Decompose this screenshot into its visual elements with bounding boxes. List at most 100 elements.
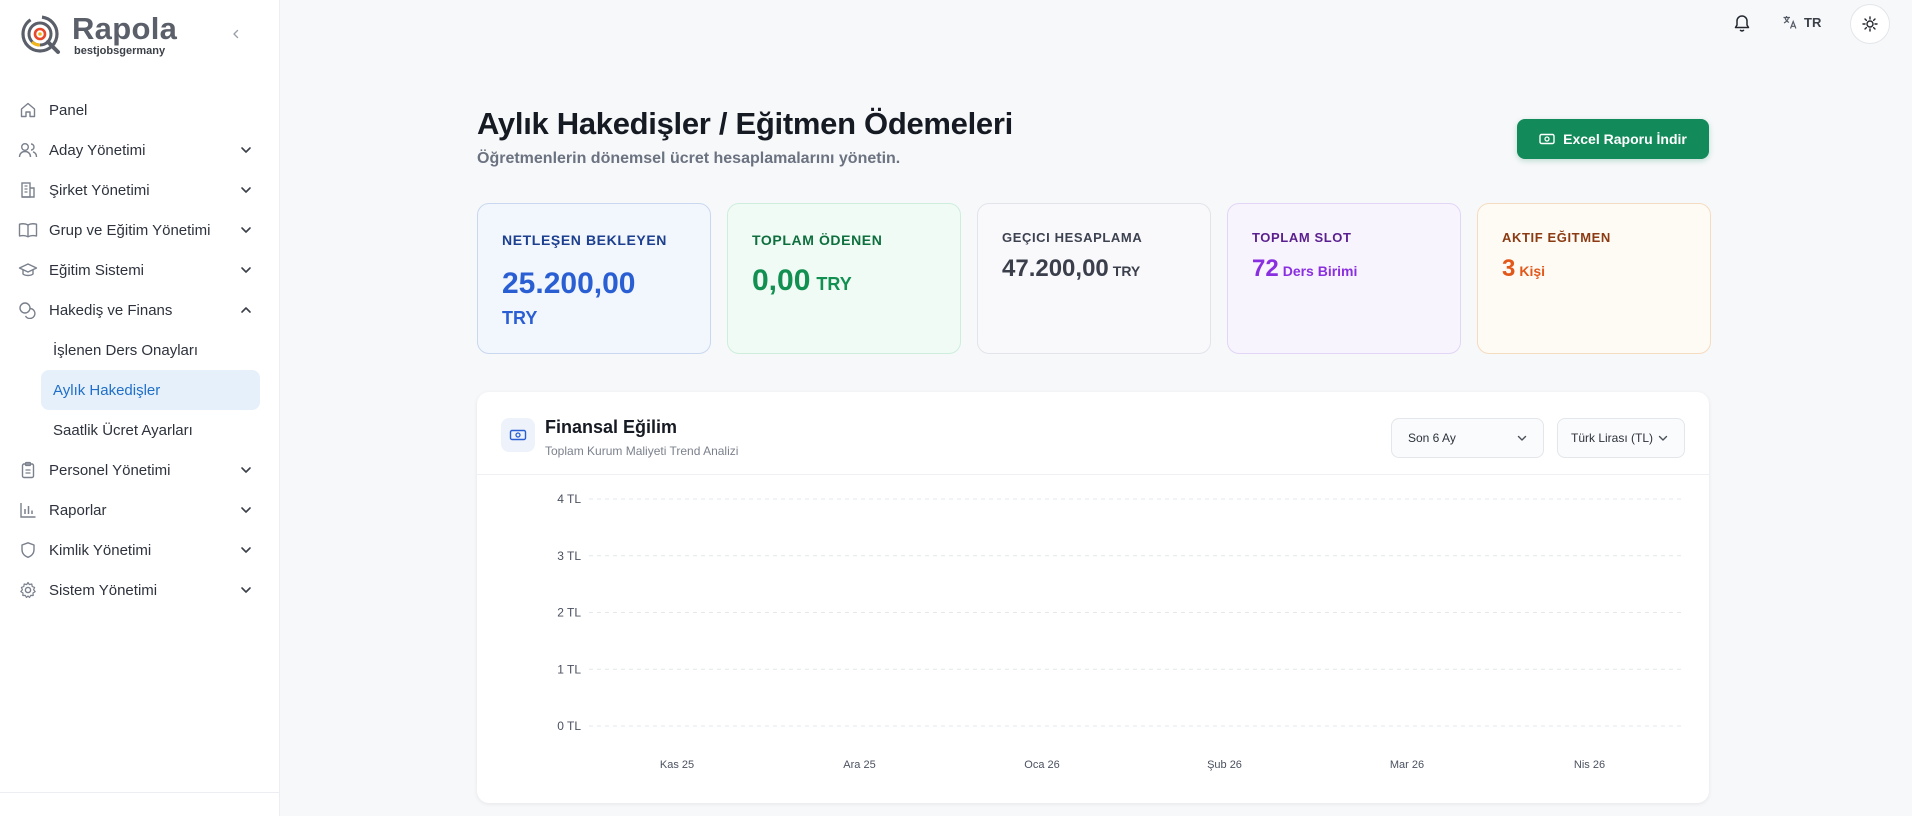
sun-icon — [1862, 16, 1878, 32]
stat-label: TOPLAM ÖDENEN — [752, 232, 883, 248]
sidebar-subitem-saatlik-ucret[interactable]: Saatlik Ücret Ayarları — [53, 421, 193, 439]
stat-unit: TRY — [502, 308, 538, 328]
stat-label: NETLEŞEN BEKLEYEN — [502, 232, 667, 248]
clipboard-icon — [18, 460, 38, 480]
sidebar-item-label: Hakediş ve Finans — [49, 301, 173, 319]
brand-name: Rapola — [72, 11, 178, 46]
sidebar-item-label: Personel Yönetimi — [49, 461, 171, 479]
chevron-down-icon — [241, 587, 251, 593]
chevron-up-icon — [241, 307, 251, 313]
shield-icon — [18, 540, 38, 560]
sidebar-item-panel[interactable]: Panel — [0, 90, 280, 130]
sidebar-item-label: Panel — [49, 101, 88, 119]
sidebar-item-egitim-sistemi[interactable]: Eğitim Sistemi — [0, 250, 280, 290]
bar-chart-icon — [18, 500, 38, 520]
banknote-icon — [501, 418, 535, 452]
stat-card-netlesen-bekleyen: NETLEŞEN BEKLEYEN 25.200,00 TRY — [477, 203, 711, 354]
stat-card-toplam-odenen: TOPLAM ÖDENEN 0,00 TRY — [727, 203, 961, 354]
chevron-down-icon — [241, 467, 251, 473]
y-tick-label: 3 TL — [557, 549, 581, 563]
period-select[interactable]: Son 6 Ay — [1391, 418, 1544, 458]
x-tick-label: Ara 25 — [843, 759, 875, 771]
stat-unit: Ders Birimi — [1282, 263, 1358, 279]
y-tick-label: 2 TL — [557, 606, 581, 620]
panel-subtitle: Toplam Kurum Maliyeti Trend Analizi — [545, 444, 739, 458]
logo-mark-icon — [20, 12, 66, 58]
financial-trend-panel: Finansal Eğilim Toplam Kurum Maliyeti Tr… — [477, 392, 1709, 803]
chevron-down-icon — [241, 227, 251, 233]
x-tick-label: Nis 26 — [1574, 759, 1605, 771]
brand-subtitle: bestjobsgermany — [74, 45, 166, 57]
stat-label: AKTIF EĞITMEN — [1502, 230, 1611, 245]
sidebar-item-label: Grup ve Eğitim Yönetimi — [49, 221, 211, 239]
currency-select[interactable]: Türk Lirası (TL) — [1557, 418, 1685, 458]
sidebar-item-label: Kimlik Yönetimi — [49, 541, 152, 559]
page-title: Aylık Hakedişler / Eğitmen Ödemeleri — [477, 106, 1013, 141]
y-tick-label: 4 TL — [557, 492, 581, 506]
panel-header: Finansal Eğilim Toplam Kurum Maliyeti Tr… — [477, 392, 1709, 475]
sidebar-item-label: Aday Yönetimi — [49, 141, 146, 159]
stat-value-number: 25.200,00 — [502, 267, 636, 300]
sidebar-item-sistem-yonetimi[interactable]: Sistem Yönetimi — [0, 570, 280, 610]
page-subtitle: Öğretmenlerin dönemsel ücret hesaplamala… — [477, 150, 901, 167]
stat-card-aktif-egitmen: AKTIF EĞITMEN 3 Kişi — [1477, 203, 1711, 354]
sidebar-item-kimlik-yonetimi[interactable]: Kimlik Yönetimi — [0, 530, 280, 570]
sidebar-item-grup-egitim[interactable]: Grup ve Eğitim Yönetimi — [0, 210, 280, 250]
sidebar-subitem-islenen-ders[interactable]: İşlenen Ders Onayları — [53, 341, 199, 359]
stat-card-gecici-hesaplama: GEÇICI HESAPLAMA 47.200,00 TRY — [977, 203, 1211, 354]
stat-label: TOPLAM SLOT — [1252, 230, 1352, 245]
stat-unit: Kişi — [1519, 263, 1546, 279]
excel-download-button[interactable]: Excel Raporu İndir — [1517, 119, 1709, 159]
sidebar-item-aday-yonetimi[interactable]: Aday Yönetimi — [0, 130, 280, 170]
banknote-icon — [1539, 133, 1555, 145]
stat-value-number: 0,00 — [752, 264, 811, 297]
language-selector[interactable]: TR — [1782, 12, 1821, 32]
stat-card-toplam-slot: TOPLAM SLOT 72 Ders Birimi — [1227, 203, 1461, 354]
period-select-value: Son 6 Ay — [1408, 431, 1456, 445]
stat-label: GEÇICI HESAPLAMA — [1002, 230, 1143, 245]
graduation-cap-icon — [18, 260, 38, 280]
theme-toggle-button[interactable] — [1850, 4, 1890, 44]
sidebar-item-label: Raporlar — [49, 501, 107, 519]
brand-logo[interactable]: Rapola bestjobsgermany — [20, 12, 177, 58]
y-tick-label: 1 TL — [557, 662, 581, 676]
stat-value-number: 47.200,00 — [1002, 255, 1109, 282]
users-icon — [18, 140, 38, 160]
home-icon — [18, 100, 38, 120]
stat-value-number: 72 — [1252, 255, 1279, 282]
y-tick-label: 0 TL — [557, 719, 581, 733]
x-tick-label: Oca 26 — [1024, 759, 1059, 771]
sidebar: Rapola bestjobsgermany Panel Aday Yöneti… — [0, 0, 280, 816]
sidebar-item-personel-yonetimi[interactable]: Personel Yönetimi — [0, 450, 280, 490]
chevron-left-icon — [233, 29, 239, 39]
building-icon — [18, 180, 38, 200]
sidebar-item-label: Eğitim Sistemi — [49, 261, 145, 279]
notification-bell-button[interactable] — [1731, 12, 1753, 34]
excel-download-label: Excel Raporu İndir — [1563, 131, 1687, 147]
coins-icon — [18, 300, 38, 320]
chevron-down-icon — [241, 147, 251, 153]
sidebar-item-sirket-yonetimi[interactable]: Şirket Yönetimi — [0, 170, 280, 210]
chevron-down-icon — [241, 267, 251, 273]
currency-select-value: Türk Lirası (TL) — [1571, 431, 1654, 445]
sidebar-item-hakedis-finans[interactable]: Hakediş ve Finans — [0, 290, 280, 330]
collapse-sidebar-button[interactable] — [226, 24, 246, 44]
chevron-down-icon — [1658, 435, 1668, 441]
chevron-down-icon — [241, 187, 251, 193]
translate-icon — [1783, 16, 1797, 29]
x-tick-label: Şub 26 — [1207, 759, 1242, 771]
sidebar-subitem-aylik-hakedisler[interactable]: Aylık Hakedişler — [41, 370, 260, 410]
sidebar-item-label: Sistem Yönetimi — [49, 581, 158, 599]
book-icon — [18, 220, 38, 240]
sidebar-item-raporlar[interactable]: Raporlar — [0, 490, 280, 530]
gear-icon — [18, 580, 38, 600]
stat-unit: TRY — [1112, 263, 1141, 279]
chevron-down-icon — [241, 507, 251, 513]
language-code: TR — [1804, 14, 1822, 30]
sidebar-divider — [0, 792, 280, 793]
stat-unit: TRY — [816, 274, 852, 294]
stat-value-number: 3 — [1502, 255, 1516, 282]
x-tick-label: Mar 26 — [1390, 759, 1424, 771]
trend-chart: 0 TL 1 TL 2 TL 3 TL 4 TL Kas 25 Ara 25 Oca 26 Şu… — [557, 492, 1681, 771]
x-tick-label: Kas 25 — [660, 759, 694, 771]
